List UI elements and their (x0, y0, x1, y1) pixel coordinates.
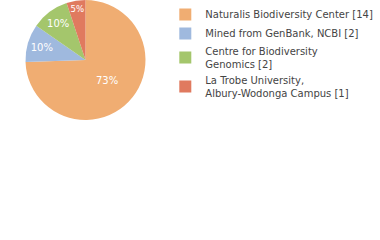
svg-text:Centre for BiodiversityGenomic: Centre for BiodiversityGenomics [2] (205, 46, 318, 70)
svg-text:Mined from GenBank, NCBI [2]: Mined from GenBank, NCBI [2] (205, 28, 358, 39)
svg-text:10%: 10% (31, 42, 53, 53)
svg-text:Naturalis Biodiversity Center: Naturalis Biodiversity Center [14] (205, 9, 373, 20)
svg-text:10%: 10% (47, 18, 69, 29)
svg-text:5%: 5% (70, 4, 84, 14)
svg-text:73%: 73% (96, 75, 118, 86)
svg-text:La Trobe University,Albury-Wod: La Trobe University,Albury-Wodonga Campu… (205, 75, 348, 99)
